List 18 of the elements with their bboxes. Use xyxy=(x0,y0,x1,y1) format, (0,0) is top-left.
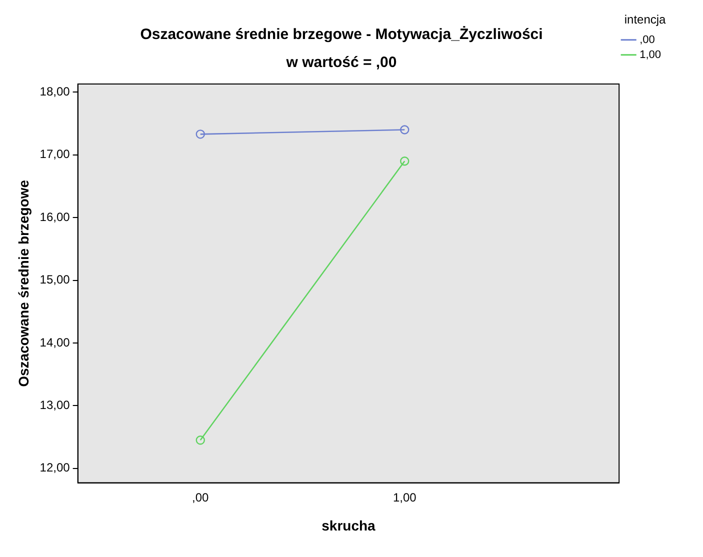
y-tick-label: 12,00 xyxy=(40,460,70,475)
y-tick-label: 14,00 xyxy=(40,335,70,350)
y-tick-label: 18,00 xyxy=(40,84,70,98)
y-tick-label: 15,00 xyxy=(40,272,70,287)
point xyxy=(196,436,205,445)
point xyxy=(400,125,410,134)
legend-title: intencja xyxy=(624,12,666,26)
point xyxy=(196,130,205,139)
legend-label: ,00 xyxy=(640,34,655,46)
y-tick-label: 13,00 xyxy=(40,398,70,412)
y-tick-label: 16,00 xyxy=(40,210,70,224)
point xyxy=(400,156,410,166)
chart-title: Oszacowane średnie brzegowe - Motywacja_Życzliwości xyxy=(140,26,543,44)
x-axis-title: skrucha xyxy=(322,517,376,534)
legend-label: 1,00 xyxy=(640,48,662,61)
y-tick-label: 17,00 xyxy=(40,147,70,162)
y-axis-title: Oszacowane średnie brzegowe xyxy=(15,180,32,387)
chart-subtitle: w wartość = ,00 xyxy=(285,54,397,72)
